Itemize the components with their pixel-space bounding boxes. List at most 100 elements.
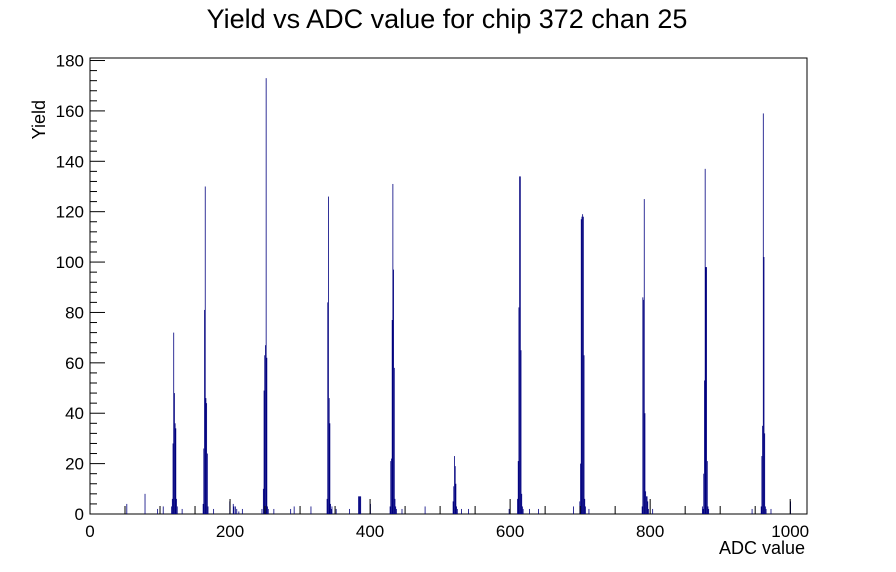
histogram-bin: [588, 508, 590, 514]
histogram-bin: [310, 506, 312, 514]
histogram-bin: [273, 508, 275, 514]
histogram-bin: [236, 508, 238, 514]
histogram-bin: [328, 398, 330, 514]
histogram-bin: [331, 506, 333, 514]
histogram-bin: [393, 269, 394, 514]
histogram-bin: [395, 508, 397, 514]
histogram-bin: [204, 309, 205, 514]
histogram-bin: [358, 496, 360, 514]
histogram-bin: [584, 498, 586, 514]
histogram-bin: [705, 267, 707, 514]
histogram-bin: [241, 508, 243, 514]
y-tick-label: 120: [56, 203, 84, 222]
histogram-bin: [764, 506, 766, 514]
y-axis: 0 20 40 60 80 100 120 140 160 180: [56, 52, 105, 524]
histogram-bin: [327, 302, 329, 514]
histogram-bin: [751, 508, 753, 514]
histogram-bin: [645, 491, 647, 514]
histogram-bin: [202, 503, 204, 514]
histogram-bin: [762, 425, 763, 514]
histogram-bin: [390, 461, 392, 514]
histogram-bin: [293, 506, 295, 514]
histogram-bin: [468, 508, 469, 514]
histogram-bin: [144, 493, 146, 514]
histogram-bin: [648, 508, 649, 514]
y-tick-label: 20: [65, 455, 84, 474]
histogram-bin: [764, 433, 766, 514]
histogram-bin: [456, 506, 457, 514]
x-axis-label: ADC value: [719, 538, 805, 558]
histogram-bin: [461, 508, 462, 514]
histogram-bin: [267, 506, 268, 514]
histogram-bin: [172, 443, 174, 514]
histogram-bin: [455, 483, 457, 514]
x-tick-label: 1000: [771, 522, 809, 541]
histogram-bin: [424, 506, 426, 514]
histogram-bin: [173, 332, 175, 514]
histogram-bin: [519, 176, 521, 514]
y-tick-label: 60: [65, 354, 84, 373]
histogram-bin: [326, 498, 328, 514]
histogram-bin: [770, 508, 772, 514]
histogram-bin: [174, 393, 175, 514]
histogram-bin: [538, 508, 539, 514]
histogram-bin: [205, 398, 207, 514]
histogram-bin: [266, 357, 268, 514]
histogram-bin: [508, 508, 510, 514]
histogram-bin: [703, 473, 705, 514]
histogram-bin: [702, 508, 704, 514]
y-axis-label: Yield: [29, 100, 49, 139]
y-tick-label: 100: [56, 253, 84, 272]
histogram-bin: [701, 506, 703, 514]
histogram-bin: [704, 380, 705, 514]
histogram-bin: [763, 257, 765, 514]
y-tick-label: 80: [65, 303, 84, 322]
histogram-bin: [391, 320, 393, 514]
histogram-bin: [452, 501, 454, 514]
y-tick-label: 180: [56, 52, 84, 71]
histogram-bin: [174, 423, 176, 514]
histogram-bin: [517, 461, 519, 514]
histogram-bin: [760, 506, 762, 514]
x-tick-label: 0: [85, 522, 94, 541]
histogram-bin: [642, 297, 644, 514]
histogram-bin: [393, 367, 395, 514]
histogram-bin: [707, 506, 709, 514]
histogram-bin: [580, 463, 581, 514]
histogram-bin: [358, 496, 359, 514]
histogram-bin: [762, 113, 764, 515]
histogram-bin: [203, 448, 205, 514]
histogram-bin: [706, 267, 707, 514]
x-tick-label: 200: [216, 522, 244, 541]
histogram-bin: [641, 506, 643, 514]
histogram-bin: [262, 488, 264, 514]
histogram-bin: [162, 506, 164, 514]
histogram-bin: [335, 508, 337, 514]
histogram-bin: [171, 498, 173, 514]
histogram-bin: [708, 508, 710, 514]
x-tick-label: 800: [636, 522, 664, 541]
histogram-bin: [238, 511, 240, 514]
histogram-bin: [585, 506, 586, 514]
histogram-bin: [389, 506, 391, 514]
histogram-bin: [181, 508, 183, 514]
histogram-bin: [234, 506, 236, 514]
y-tick-label: 140: [56, 152, 84, 171]
histogram-bin: [395, 506, 397, 514]
x-axis: 0 200 400 600 800 1000: [85, 499, 809, 541]
histogram-bin: [646, 496, 648, 514]
histogram-bin: [583, 355, 585, 514]
histogram-bin: [394, 498, 396, 514]
histogram-bin: [456, 508, 458, 514]
histogram-bin: [263, 390, 265, 514]
histogram-bin: [330, 508, 332, 514]
histogram-bin: [453, 486, 455, 514]
histogram-bin: [581, 216, 583, 514]
plot-frame: [89, 57, 808, 515]
histogram-bin: [176, 506, 178, 514]
chart-title: Yield vs ADC value for chip 372 chan 25: [207, 4, 688, 34]
histogram-bin: [265, 78, 267, 515]
histogram-bin: [582, 216, 584, 514]
histogram-bars: [126, 78, 791, 515]
